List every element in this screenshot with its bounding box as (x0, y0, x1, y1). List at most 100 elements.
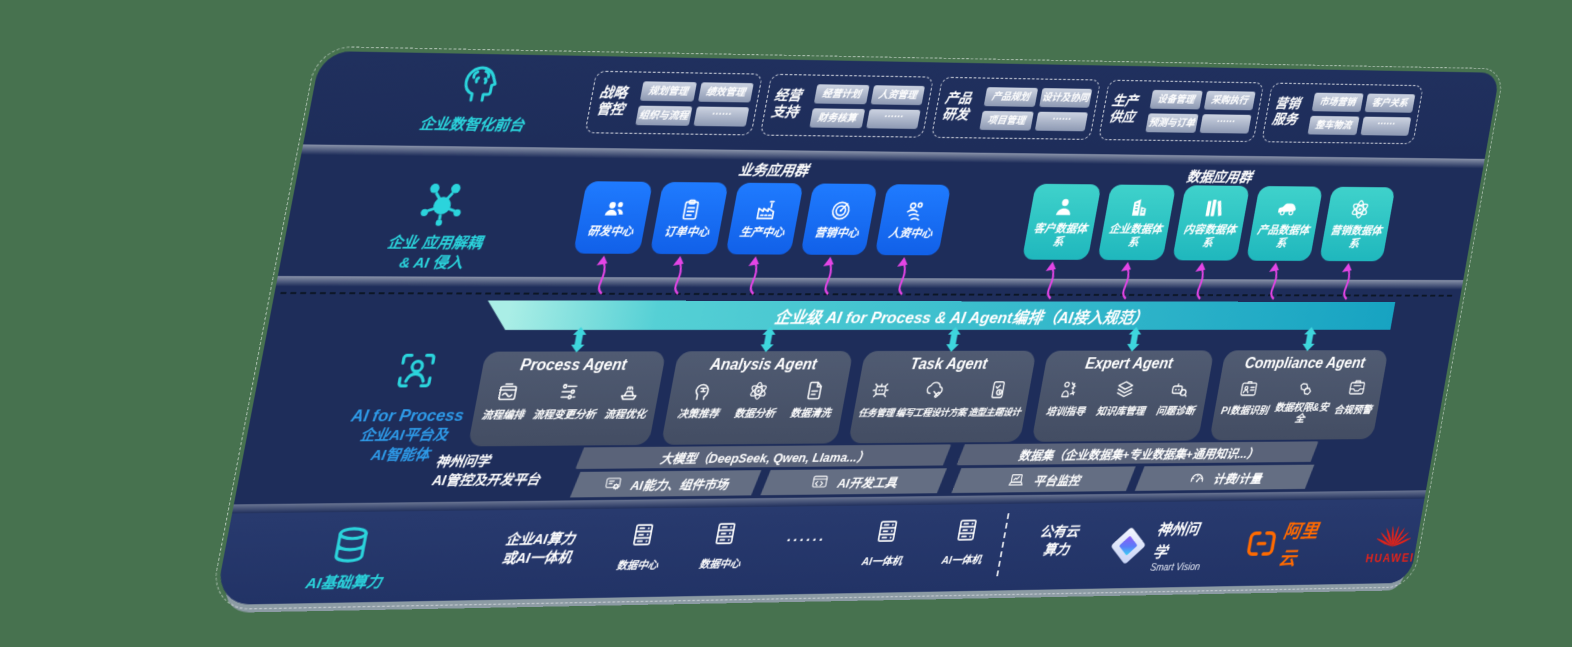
group-tag: 整车物流 (1307, 115, 1360, 135)
double-arrow-icon (1301, 327, 1318, 352)
group-operation: 经营支持 经营计划 人资管理 财务核算 ······ (759, 73, 935, 138)
doc-clean-icon (802, 379, 828, 402)
tablet-check-icon (986, 378, 1012, 401)
factory-icon (752, 197, 781, 222)
cloud-pen-icon (922, 379, 948, 402)
decouple-label: 企业 应用解耦 & AI 侵入 (339, 177, 535, 274)
double-arrow-icon (569, 327, 588, 353)
compute-label: AI基础算力 (276, 523, 420, 594)
platform-label: 神州问学 AI管控及开发平台 (431, 452, 546, 490)
person-scan-icon (390, 348, 443, 394)
group-tag: ······ (1034, 111, 1089, 131)
laptop-chart-icon (1006, 470, 1027, 489)
ai-orchestration-bar: 企业级 AI for Process & AI Agent编排（AI接入规范） (505, 300, 1396, 330)
card-order-center: 订单中心 (649, 181, 729, 254)
enterprise-compute-label: 企业AI算力 或AI一体机 (500, 531, 577, 568)
double-arrow-icon (759, 327, 778, 353)
clipboard-icon (676, 197, 705, 222)
front-stage-label: 企业数智化前台 (388, 58, 566, 135)
decouple-title-line2: & AI 侵入 (397, 254, 465, 272)
huawei-logo: HUAWEI (1365, 518, 1421, 565)
card-rd-center: 研发中心 (573, 181, 653, 254)
team-icon (600, 196, 629, 222)
platform-label-line1: 神州问学 (434, 453, 492, 470)
group-tag: 设备管理 (1149, 89, 1203, 109)
vertical-dashed-divider (996, 513, 1010, 577)
group-tag: 组织与流程 (635, 105, 693, 126)
ellipsis-node: ······ (784, 532, 827, 550)
alibaba-cloud-logo: 阿里云 (1242, 515, 1338, 571)
people-flow-icon (901, 199, 929, 224)
group-tag: 客户关系 (1364, 93, 1416, 113)
box-wave-icon (494, 380, 521, 404)
brain-head-icon (452, 60, 507, 108)
group-tag: 设计及协同 (1038, 87, 1093, 108)
front-stage-groups: 战略管控 规划管理 绩效管理 组织与流程 ······ 经营支持 经营计划 人资… (584, 70, 1424, 145)
business-group-header: 业务应用群 (737, 162, 810, 180)
group-tag: ······ (1360, 116, 1412, 136)
group-tag: 产品规划 (983, 86, 1038, 107)
link-nodes-icon (1293, 377, 1318, 399)
datacenter-node: 数据中心 (689, 519, 758, 572)
group-tag: 市场营销 (1311, 92, 1364, 112)
layers-icon (1112, 378, 1137, 401)
books-icon (1200, 196, 1227, 221)
platform-label-line2: AI管控及开发平台 (430, 471, 542, 489)
card-content-data: 内容数据体系 (1172, 185, 1250, 260)
ai-appliance-node: AI一体机 (931, 515, 998, 567)
group-marketing: 营销服务 市场营销 客户关系 整车物流 ······ (1261, 82, 1424, 145)
agent-cards: Process Agent 流程编排 流程变更分析 流程优化 Analysis … (467, 327, 1389, 447)
group-tag: ······ (865, 108, 921, 129)
compliance-agent-card: Compliance Agent PI数据识别 数据权限&安全 合规预警 (1209, 327, 1389, 441)
billing-metering-cell: 计费/计量 (1135, 465, 1315, 491)
platform-monitor-cell: 平台监控 (951, 466, 1135, 493)
mail-tray-icon (1345, 377, 1369, 399)
expert-agent-card: Expert Agent 培训指导 知识库管理 问题诊断 (1031, 327, 1215, 442)
data-system-cards: 客户数据体系 企业数据体系 内容数据体系 产品数据体系 营销数据体系 (1021, 183, 1396, 262)
group-title: 生产供应 (1107, 94, 1139, 126)
analysis-agent-card: Analysis Agent 决策推荐 数据分析 数据清洗 (660, 327, 854, 445)
group-tag: 采购执行 (1203, 90, 1256, 110)
ai-orchestration-title: 企业级 AI for Process & AI Agent编排（AI接入规范） (773, 308, 1150, 327)
group-title: 经营支持 (770, 88, 803, 121)
card-product-data: 产品数据体系 (1246, 186, 1324, 261)
ai-appliance-node: AI一体机 (851, 516, 919, 569)
code-window-icon (809, 472, 831, 491)
server-icon (951, 516, 983, 545)
group-tag: 财务核算 (809, 107, 865, 128)
server-icon (626, 520, 660, 550)
group-tag: 经营计划 (813, 83, 870, 104)
atom-icon (1347, 197, 1373, 221)
group-tag: ······ (1199, 113, 1252, 134)
front-stage-title: 企业数智化前台 (417, 116, 526, 135)
ai-dev-tools-cell: AI开发工具 (760, 468, 947, 495)
robot-search-icon (1167, 378, 1192, 401)
training-icon (1057, 378, 1082, 401)
id-card-icon (1236, 377, 1261, 400)
huawei-logo-icon (1374, 519, 1413, 551)
dataset-header: 数据集（企业数据集+专业数据集+通用知识...） (956, 441, 1318, 465)
car-icon (1274, 197, 1301, 221)
ai-capability-market-cell: AI能力、组件市场 (570, 470, 761, 497)
card-marketing-center: 营销中心 (800, 183, 878, 255)
card-production-center: 生产中心 (725, 182, 804, 255)
group-tag: 项目管理 (979, 110, 1034, 131)
compute-band: AI基础算力 企业AI算力 或AI一体机 数据中心 数据中心 ······ AI… (214, 498, 1425, 605)
conveyor-icon (616, 380, 643, 404)
compute-nodes: 数据中心 数据中心 ······ AI一体机 AI一体机 (606, 515, 999, 573)
group-supply: 生产供应 设备管理 采购执行 预测与订单 ······ (1098, 79, 1265, 143)
datacenter-node: 数据中心 (606, 520, 676, 574)
dataset-block: 数据集（企业数据集+专业数据集+通用知识...） 平台监控 计费/计量 (951, 441, 1318, 493)
database-icon (327, 524, 376, 566)
group-tag: ······ (693, 106, 750, 127)
decouple-band: 企业 应用解耦 & AI 侵入 业务应用群 研发中心 订单中心 生产中心 (278, 154, 1483, 280)
molecule-icon (412, 178, 472, 230)
group-tag: 预测与订单 (1145, 112, 1199, 133)
server-icon (709, 519, 742, 549)
gauge-icon (1187, 469, 1208, 488)
group-strategy: 战略管控 规划管理 绩效管理 组织与流程 ······ (584, 70, 763, 136)
alibaba-cloud-logo-icon (1243, 527, 1280, 561)
group-title: 产品研发 (940, 91, 973, 124)
task-agent-card: Task Agent 任务管理 编写工程设计方案 造型主题设计 (848, 327, 1037, 444)
card-marketing-data: 营销数据体系 (1319, 186, 1396, 262)
